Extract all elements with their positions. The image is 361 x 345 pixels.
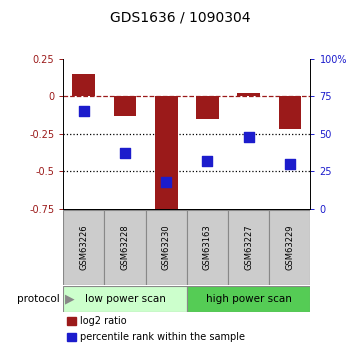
Bar: [73, 73, 95, 96]
Text: percentile rank within the sample: percentile rank within the sample: [80, 332, 245, 342]
Text: protocol: protocol: [17, 294, 60, 304]
Point: [163, 179, 169, 185]
Bar: [155, 96, 178, 212]
Bar: [114, 96, 136, 116]
Bar: [279, 96, 301, 129]
Text: GSM63230: GSM63230: [162, 225, 171, 270]
Text: GSM63229: GSM63229: [285, 225, 294, 270]
Bar: [237, 93, 260, 96]
Text: low power scan: low power scan: [84, 294, 165, 304]
Point: [287, 161, 293, 166]
Bar: [269, 210, 310, 285]
Text: GSM63163: GSM63163: [203, 225, 212, 270]
Bar: [196, 96, 219, 119]
Bar: [228, 210, 269, 285]
Text: GSM63226: GSM63226: [79, 225, 88, 270]
Bar: [145, 210, 187, 285]
Bar: [63, 286, 187, 312]
Bar: [104, 210, 145, 285]
Point: [246, 134, 252, 139]
Text: GSM63227: GSM63227: [244, 225, 253, 270]
Point: [81, 108, 87, 114]
Text: GSM63228: GSM63228: [121, 225, 130, 270]
Text: GDS1636 / 1090304: GDS1636 / 1090304: [110, 10, 251, 24]
Text: log2 ratio: log2 ratio: [80, 316, 127, 326]
Text: high power scan: high power scan: [206, 294, 292, 304]
Point: [122, 150, 128, 156]
Text: ▶: ▶: [65, 293, 75, 306]
Bar: [187, 210, 228, 285]
Point: [205, 158, 210, 164]
Bar: [63, 210, 104, 285]
Bar: [187, 286, 310, 312]
